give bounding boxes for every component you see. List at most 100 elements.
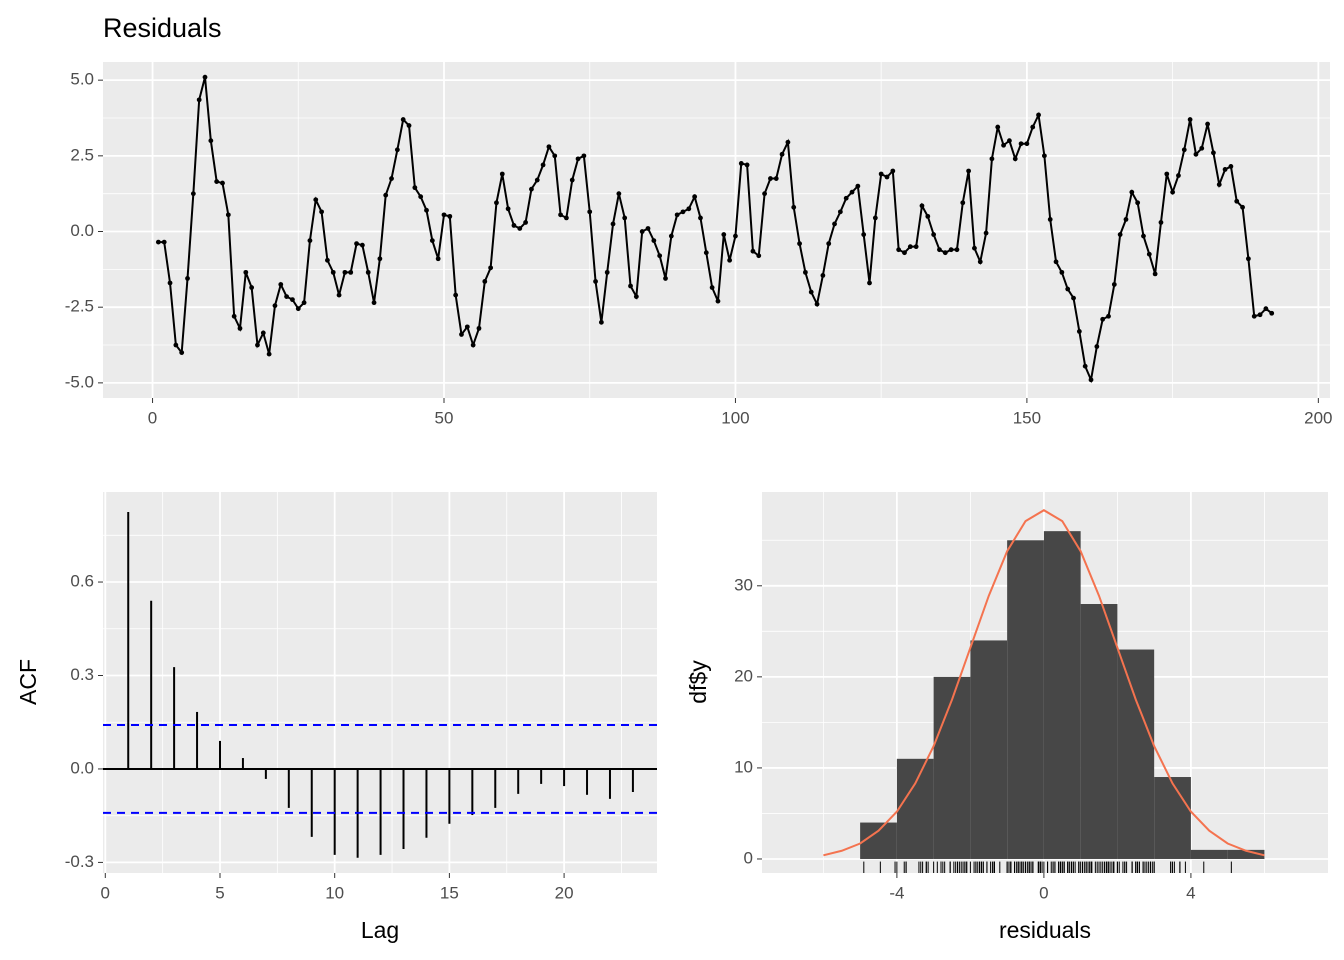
point bbox=[196, 97, 202, 103]
point bbox=[995, 124, 1001, 130]
point bbox=[855, 183, 861, 189]
y-tick-label: -5.0 bbox=[65, 372, 94, 391]
point bbox=[371, 300, 377, 306]
point bbox=[826, 241, 832, 247]
point bbox=[1222, 167, 1228, 172]
point bbox=[529, 186, 534, 192]
y-axis-title: ACF bbox=[15, 659, 41, 705]
point bbox=[668, 233, 674, 239]
point bbox=[284, 294, 290, 299]
point bbox=[1152, 271, 1158, 277]
x-tick-label: 4 bbox=[1186, 883, 1195, 902]
point bbox=[727, 257, 733, 263]
y-axis-title: df$y bbox=[685, 660, 711, 704]
point bbox=[1141, 233, 1146, 239]
point bbox=[942, 250, 948, 256]
point bbox=[598, 319, 604, 325]
point bbox=[663, 276, 668, 281]
histogram-bar bbox=[1190, 849, 1228, 859]
x-tick-label: 200 bbox=[1304, 408, 1332, 427]
y-tick-label: 0 bbox=[744, 848, 753, 867]
point bbox=[1007, 138, 1012, 144]
point bbox=[861, 232, 867, 237]
point bbox=[802, 269, 808, 275]
point bbox=[948, 247, 954, 253]
point bbox=[313, 197, 319, 203]
point bbox=[1170, 189, 1176, 195]
point bbox=[1036, 112, 1041, 118]
point bbox=[330, 269, 336, 275]
point bbox=[266, 351, 272, 357]
chart-title: Residuals bbox=[103, 13, 222, 43]
line bbox=[158, 76, 1273, 384]
histogram-bar bbox=[933, 676, 971, 859]
point bbox=[505, 206, 511, 212]
point bbox=[1234, 198, 1240, 204]
point bbox=[960, 200, 966, 206]
y-tick-label: 30 bbox=[734, 575, 753, 594]
y-tick-label: 0.0 bbox=[70, 221, 94, 240]
point bbox=[1205, 121, 1210, 127]
point bbox=[954, 247, 960, 253]
point bbox=[1001, 142, 1006, 148]
histogram-bar bbox=[1227, 849, 1265, 859]
point bbox=[1129, 189, 1135, 195]
point bbox=[214, 179, 220, 184]
y-tick-label: 20 bbox=[734, 666, 753, 685]
point bbox=[1164, 171, 1170, 177]
point bbox=[208, 138, 214, 144]
point bbox=[773, 176, 779, 181]
point bbox=[633, 294, 639, 299]
x-tick-label: 20 bbox=[555, 883, 574, 902]
point bbox=[639, 229, 645, 234]
point bbox=[202, 74, 208, 80]
point bbox=[359, 242, 365, 248]
point bbox=[319, 209, 324, 215]
x-tick-label: 50 bbox=[435, 408, 454, 427]
histogram-bar bbox=[1154, 777, 1191, 859]
x-tick-label: 5 bbox=[215, 883, 224, 902]
point bbox=[255, 342, 260, 348]
point bbox=[406, 123, 412, 128]
x-tick-label: 10 bbox=[325, 883, 344, 902]
point bbox=[983, 230, 989, 236]
point bbox=[1065, 286, 1071, 292]
point bbox=[1176, 173, 1181, 178]
point bbox=[1211, 150, 1216, 156]
point bbox=[348, 269, 354, 275]
density-curve bbox=[823, 509, 1265, 857]
point bbox=[966, 168, 972, 174]
point bbox=[488, 265, 494, 271]
point bbox=[750, 248, 756, 254]
point bbox=[260, 330, 266, 336]
y-tick-label: 0.3 bbox=[70, 665, 94, 684]
y-tick-label: -2.5 bbox=[65, 297, 94, 316]
point bbox=[1053, 259, 1059, 265]
point bbox=[476, 325, 482, 331]
point bbox=[400, 117, 406, 122]
point bbox=[808, 289, 814, 295]
point bbox=[459, 332, 464, 337]
point bbox=[1059, 269, 1065, 275]
point bbox=[832, 221, 837, 227]
point bbox=[1199, 145, 1205, 151]
point bbox=[610, 221, 616, 227]
point bbox=[867, 280, 872, 286]
point bbox=[1146, 251, 1152, 257]
point bbox=[336, 292, 342, 298]
point bbox=[365, 269, 371, 275]
point bbox=[1263, 306, 1269, 312]
point bbox=[698, 215, 703, 221]
x-tick-label: 100 bbox=[721, 408, 749, 427]
point bbox=[1181, 147, 1187, 153]
point bbox=[354, 241, 359, 247]
point bbox=[762, 191, 767, 197]
point bbox=[301, 300, 307, 306]
point bbox=[161, 239, 167, 245]
point bbox=[569, 177, 575, 183]
point bbox=[1018, 141, 1024, 147]
point bbox=[243, 269, 249, 275]
point bbox=[890, 168, 896, 174]
point bbox=[768, 176, 773, 181]
